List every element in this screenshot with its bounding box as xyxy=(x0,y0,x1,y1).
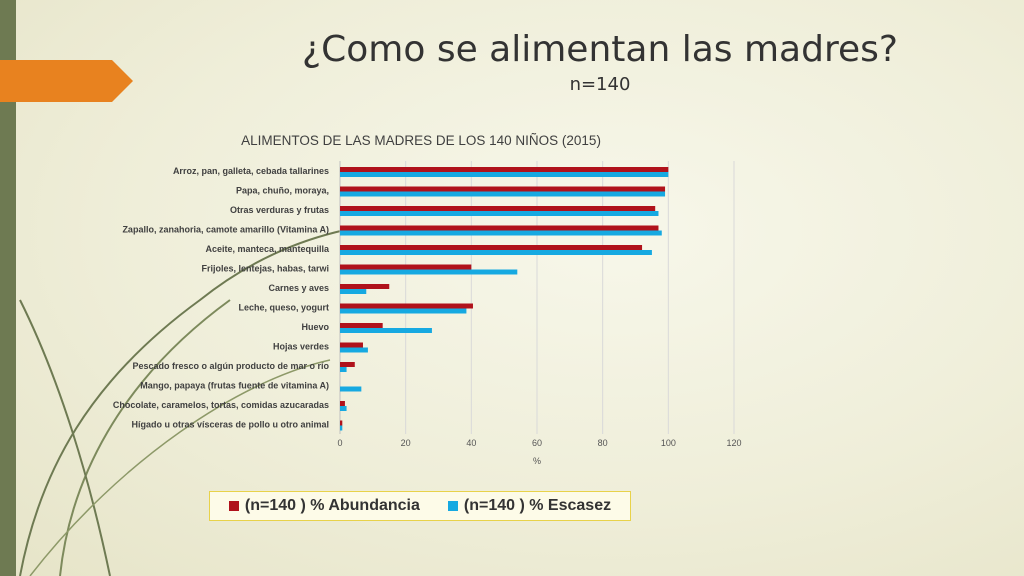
bar-abundancia xyxy=(340,167,669,172)
x-tick-label: 0 xyxy=(337,438,342,448)
bar-abundancia xyxy=(340,206,656,211)
x-tick-label: 100 xyxy=(661,438,676,448)
bar-escasez xyxy=(340,289,367,294)
slide-subtitle: n=140 xyxy=(569,74,631,95)
category-label: Pescado fresco o algún producto de mar o… xyxy=(132,361,329,371)
bar-escasez xyxy=(340,328,432,333)
slide-title: ¿Como se alimentan las madres? xyxy=(302,29,898,70)
bar-escasez xyxy=(340,425,343,431)
bar-escasez xyxy=(340,230,662,236)
category-label: Chocolate, caramelos, tortas, comidas az… xyxy=(113,400,329,410)
bar-abundancia xyxy=(340,303,473,309)
bar-abundancia xyxy=(340,245,643,250)
category-label: Carnes y aves xyxy=(268,283,329,293)
category-label: Zapallo, zanahoria, camote amarillo (Vit… xyxy=(122,225,329,235)
bar-escasez xyxy=(340,347,368,353)
grid-lines xyxy=(339,161,735,434)
bar-escasez xyxy=(340,406,347,411)
bar-abundancia xyxy=(340,323,383,328)
category-label: Aceite, manteca, mantequilla xyxy=(205,244,330,254)
category-label: Hojas verdes xyxy=(273,342,329,352)
x-tick-label: 60 xyxy=(532,438,542,448)
x-tick-label: 120 xyxy=(726,438,741,448)
accent-tab xyxy=(0,60,133,102)
bar-escasez xyxy=(340,211,659,216)
category-label: Hígado u otras vísceras de pollo u otro … xyxy=(131,420,329,430)
bar-abundancia xyxy=(340,420,343,426)
bar-escasez xyxy=(340,172,669,177)
bar-escasez xyxy=(340,386,362,392)
legend-item-abundancia: (n=140 ) % Abundancia xyxy=(228,497,420,515)
legend-label-abundancia: (n=140 ) % Abundancia xyxy=(244,497,420,514)
category-label: Papa, chuño, moraya, xyxy=(236,186,329,196)
legend-swatch-escasez xyxy=(447,501,458,511)
bar-abundancia xyxy=(340,362,355,367)
category-label: Leche, queso, yogurt xyxy=(238,303,329,313)
x-axis-label: % xyxy=(533,456,541,466)
bars-group xyxy=(340,167,669,431)
bar-escasez xyxy=(340,308,467,314)
x-tick-label: 20 xyxy=(401,438,411,448)
chart-title: ALIMENTOS DE LAS MADRES DE LOS 140 NIÑOS… xyxy=(241,133,601,148)
legend-label-escasez: (n=140 ) % Escasez xyxy=(463,497,612,514)
x-tick-label: 80 xyxy=(598,438,608,448)
bar-abundancia xyxy=(340,225,659,231)
bar-abundancia xyxy=(340,264,472,270)
bar-abundancia xyxy=(340,186,666,192)
bar-abundancia xyxy=(340,401,345,406)
category-label: Arroz, pan, galleta, cebada tallarines xyxy=(173,166,329,176)
legend-item-escasez: (n=140 ) % Escasez xyxy=(447,497,612,515)
bar-escasez xyxy=(340,367,347,372)
category-label: Otras verduras y frutas xyxy=(230,205,329,215)
category-label: Huevo xyxy=(301,322,329,332)
category-label: Frijoles, lentejas, habas, tarwi xyxy=(201,264,329,274)
legend-swatch-abundancia xyxy=(228,501,239,511)
bar-escasez xyxy=(340,191,666,197)
category-labels: Arroz, pan, galleta, cebada tallarines Pa… xyxy=(113,166,330,430)
chart-legend: (n=140 ) % Abundancia (n=140 ) % Escasez xyxy=(209,491,631,521)
category-label: Mango, papaya (frutas fuente de vitamina… xyxy=(140,381,329,391)
bar-escasez xyxy=(340,250,652,255)
bar-abundancia xyxy=(340,284,390,289)
x-tick-labels: 0 20 40 60 80 100 120 xyxy=(337,438,741,448)
x-tick-label: 40 xyxy=(466,438,476,448)
bar-abundancia xyxy=(340,342,363,348)
bar-escasez xyxy=(340,269,518,275)
left-accent-bar xyxy=(0,0,16,576)
